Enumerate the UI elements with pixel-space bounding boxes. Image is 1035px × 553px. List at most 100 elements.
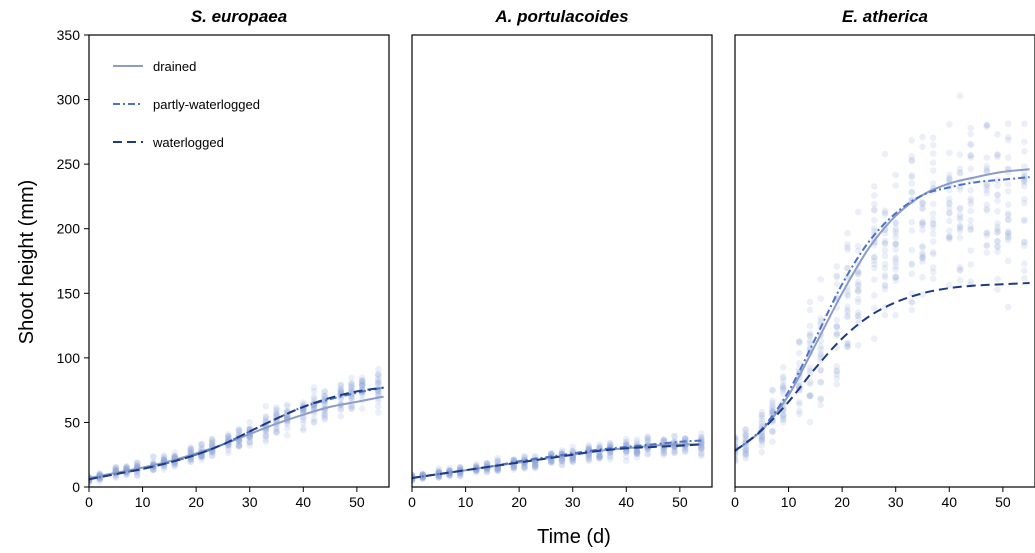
- observation-point: [983, 232, 991, 239]
- observation-point: [208, 439, 216, 447]
- observation-point: [967, 278, 974, 285]
- observation-point: [854, 295, 862, 303]
- observation-point: [919, 244, 926, 251]
- observation-point: [660, 447, 668, 454]
- observation-point: [881, 304, 889, 311]
- observation-point: [983, 168, 991, 175]
- observation-point: [1021, 238, 1028, 246]
- observation-point: [150, 466, 157, 474]
- observation-point: [817, 351, 824, 359]
- observation-point: [112, 474, 120, 481]
- observation-point: [806, 367, 814, 375]
- observation-point: [96, 475, 103, 483]
- observation-point: [919, 226, 926, 233]
- observation-point: [569, 458, 576, 465]
- panel-frame: [411, 34, 713, 488]
- observation-point: [510, 463, 518, 470]
- observation-point: [956, 169, 964, 176]
- observation-point: [494, 467, 502, 474]
- observation-point: [892, 220, 899, 227]
- observation-point: [681, 435, 689, 443]
- observation-point: [283, 425, 291, 432]
- observation-point: [833, 367, 841, 375]
- observation-point: [321, 410, 329, 418]
- series-line-drained: [735, 168, 1030, 452]
- observation-point: [531, 464, 539, 472]
- observation-point: [1004, 236, 1012, 244]
- observation-point: [892, 171, 899, 179]
- observation-point: [235, 439, 243, 447]
- observation-point: [983, 181, 991, 188]
- observation-point: [698, 433, 705, 441]
- observation-point: [994, 153, 1001, 161]
- observation-point: [817, 295, 824, 302]
- observation-point: [956, 266, 964, 273]
- observation-point: [806, 322, 814, 330]
- observation-point: [742, 445, 749, 453]
- observation-point: [929, 150, 937, 157]
- observation-point: [983, 183, 991, 191]
- observation-point: [871, 224, 878, 232]
- observation-point: [881, 209, 889, 216]
- observation-point: [892, 227, 899, 235]
- observation-point: [531, 463, 539, 471]
- observation-point: [150, 453, 157, 461]
- observation-point: [375, 377, 382, 384]
- observation-point: [854, 312, 862, 319]
- observation-point: [337, 387, 345, 394]
- observation-point: [994, 223, 1001, 231]
- observation-point: [779, 412, 787, 419]
- observation-point: [908, 157, 916, 165]
- panel-frame: [734, 34, 1035, 488]
- observation-point: [806, 332, 814, 339]
- observation-point: [1021, 275, 1028, 282]
- observation-point: [681, 445, 689, 452]
- observation-point: [446, 464, 453, 472]
- observation-point: [235, 442, 243, 449]
- observation-point: [698, 450, 705, 457]
- observation-point: [375, 365, 382, 373]
- observation-point: [881, 260, 889, 268]
- observation-point: [994, 242, 1001, 250]
- observation-point: [262, 413, 270, 420]
- observation-points: [735, 92, 1028, 465]
- observation-point: [735, 455, 739, 463]
- observation-point: [881, 286, 889, 293]
- observation-point: [644, 433, 651, 440]
- observation-point: [769, 399, 776, 407]
- observation-point: [735, 433, 739, 441]
- observation-point: [967, 247, 974, 254]
- observation-point: [596, 454, 603, 462]
- observation-point: [994, 226, 1001, 233]
- observation-point: [844, 308, 851, 316]
- observation-point: [348, 402, 355, 410]
- observation-point: [348, 394, 355, 402]
- observation-point: [854, 298, 862, 306]
- observation-point: [956, 267, 964, 274]
- observation-point: [1004, 230, 1012, 237]
- observation-point: [796, 383, 803, 391]
- observation-point: [112, 466, 120, 473]
- observation-point: [494, 465, 502, 473]
- observation-point: [919, 218, 926, 226]
- observation-point: [929, 167, 937, 174]
- observation-point: [187, 446, 195, 453]
- observation-point: [569, 455, 576, 462]
- observation-point: [358, 377, 366, 385]
- observation-point: [348, 383, 355, 390]
- observation-point: [456, 463, 464, 471]
- observation-point: [321, 401, 329, 408]
- observation-point: [983, 167, 991, 175]
- observation-point: [758, 420, 766, 427]
- observation-point: [881, 150, 889, 158]
- observation-point: [606, 452, 614, 460]
- observation-point: [871, 206, 878, 213]
- x-tick-label: 40: [618, 494, 634, 510]
- observation-point: [198, 441, 205, 449]
- observation-point: [967, 152, 974, 159]
- observation-point: [510, 466, 518, 473]
- observation-point: [483, 469, 491, 476]
- observation-point: [348, 403, 355, 410]
- observation-point: [956, 214, 964, 221]
- observation-point: [225, 433, 232, 440]
